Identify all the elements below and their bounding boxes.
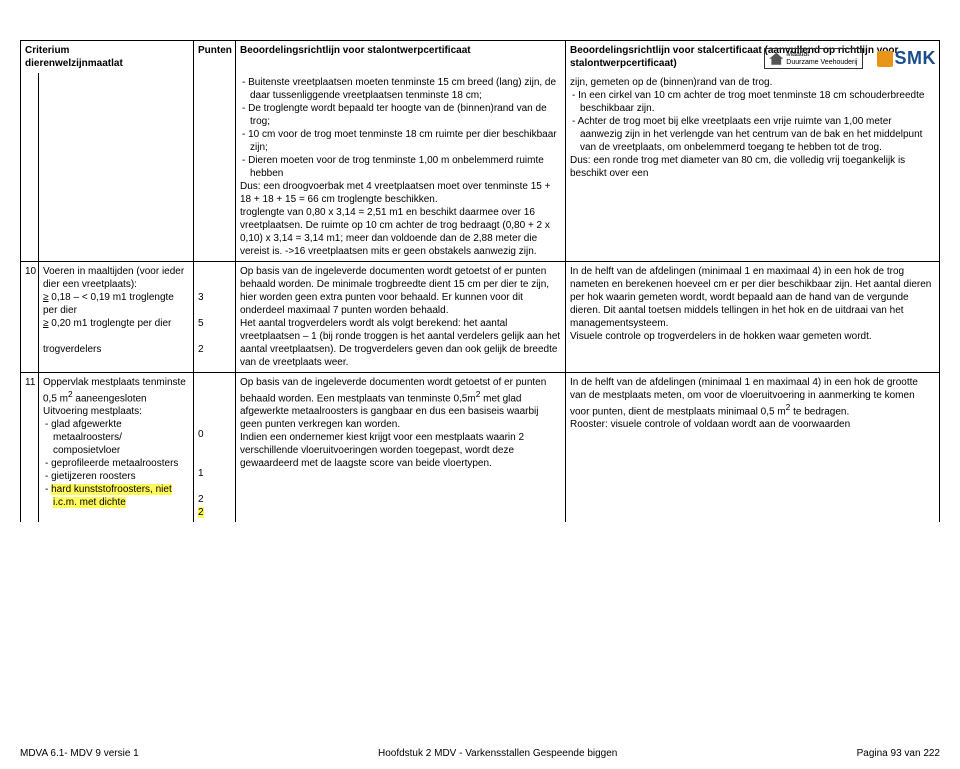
criteria-table: Criterium dierenwelzijnmaatlat Punten Be… xyxy=(20,40,940,522)
maatlat-logo: Maatlat Duurzame Veehouderij xyxy=(764,48,862,69)
footer-center: Hoofdstuk 2 MDV - Varkensstallen Gespeen… xyxy=(378,748,617,759)
house-icon xyxy=(769,53,783,65)
th-punten: Punten xyxy=(194,41,236,74)
cell-11-col4: Op basis van de ingeleverde documenten w… xyxy=(236,373,566,523)
smk-text: SMK xyxy=(895,48,937,69)
cell-10-crit: Voeren in maaltijden (voor ieder dier ee… xyxy=(39,262,194,373)
footer-left: MDVA 6.1- MDV 9 versie 1 xyxy=(20,748,139,759)
cell-cont-col5: zijn, gemeten op de (binnen)rand van de … xyxy=(566,73,940,262)
cell-cont-col4: Buitenste vreetplaatsen moeten tenminste… xyxy=(236,73,566,262)
maatlat-text-2: Duurzame Veehouderij xyxy=(786,59,857,66)
footer-right: Pagina 93 van 222 xyxy=(857,748,940,759)
cell-10-col4: Op basis van de ingeleverde documenten w… xyxy=(236,262,566,373)
cell-10-num: 10 xyxy=(21,262,39,373)
smk-logo: SMK xyxy=(873,48,941,69)
th-ontwerp: Beoordelingsrichtlijn voor stalontwerpce… xyxy=(236,41,566,74)
cell-10-pts: 3 5 2 xyxy=(194,262,236,373)
cell-11-num: 11 xyxy=(21,373,39,523)
table-row-10: 10 Voeren in maaltijden (voor ieder dier… xyxy=(21,262,940,373)
maatlat-text-1: Maatlat xyxy=(786,51,809,58)
cell-11-crit: Oppervlak mestplaats tenminste 0,5 m2 aa… xyxy=(39,373,194,523)
cell-11-pts: 0 1 2 2 xyxy=(194,373,236,523)
smk-square-icon xyxy=(877,51,893,67)
cell-10-col5: In de helft van de afdelingen (minimaal … xyxy=(566,262,940,373)
page-footer: MDVA 6.1- MDV 9 versie 1 Hoofdstuk 2 MDV… xyxy=(20,748,940,759)
header-logos: Maatlat Duurzame Veehouderij SMK xyxy=(764,48,940,69)
table-row-11: 11 Oppervlak mestplaats tenminste 0,5 m2… xyxy=(21,373,940,523)
th-criterium: Criterium dierenwelzijnmaatlat xyxy=(21,41,194,74)
table-row-cont: Buitenste vreetplaatsen moeten tenminste… xyxy=(21,73,940,262)
cell-11-col5: In de helft van de afdelingen (minimaal … xyxy=(566,373,940,523)
